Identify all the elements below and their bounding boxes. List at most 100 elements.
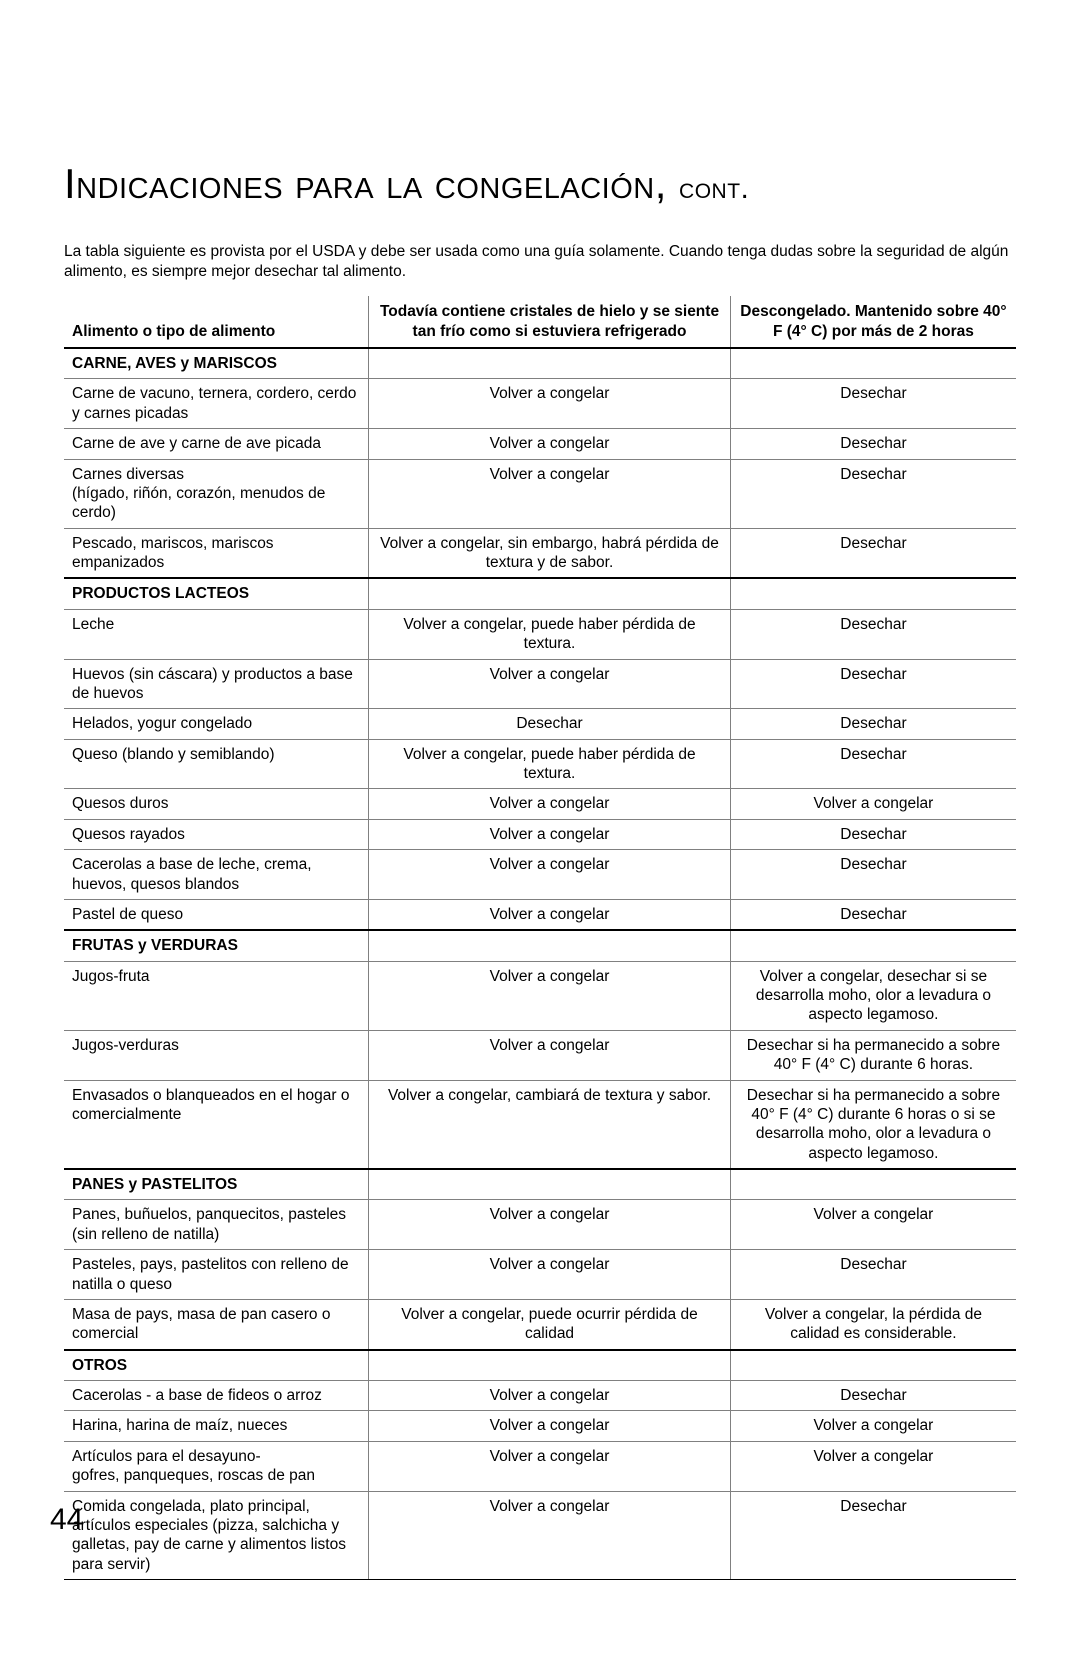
page-title-main: Indicaciones para la congelación, <box>64 160 667 207</box>
cell-ice: Desechar <box>369 709 731 739</box>
cell-thaw: Desechar <box>730 609 1016 659</box>
cell-food: Pescado, mariscos, mariscos empanizados <box>64 528 369 578</box>
table-row: Harina, harina de maíz, nuecesVolver a c… <box>64 1411 1016 1441</box>
cell-ice: Volver a congelar <box>369 1030 731 1080</box>
table-body: CARNE, AVES y MARISCOSCarne de vacuno, t… <box>64 348 1016 1580</box>
cell-thaw: Desechar <box>730 1381 1016 1411</box>
cell-thaw: Desechar <box>730 528 1016 578</box>
cell-food: Artículos para el desayuno-gofres, panqu… <box>64 1441 369 1491</box>
cell-ice: Volver a congelar <box>369 1200 731 1250</box>
section-header: FRUTAS y VERDURAS <box>64 930 1016 961</box>
cell-food: Quesos rayados <box>64 819 369 849</box>
cell-thaw: Volver a congelar <box>730 1411 1016 1441</box>
section-header: OTROS <box>64 1350 1016 1381</box>
page-title: Indicaciones para la congelación, cont. <box>64 160 1016 208</box>
cell-food: Comida congelada, plato principal, artíc… <box>64 1491 369 1580</box>
table-row: Quesos durosVolver a congelarVolver a co… <box>64 789 1016 819</box>
cell-thaw: Desechar <box>730 1491 1016 1580</box>
cell-ice: Volver a congelar <box>369 850 731 900</box>
table-row: Panes, buñuelos, panquecitos, pasteles (… <box>64 1200 1016 1250</box>
section-label: FRUTAS y VERDURAS <box>64 930 369 961</box>
table-row: Jugos-verdurasVolver a congelarDesechar … <box>64 1030 1016 1080</box>
cell-ice: Volver a congelar <box>369 1411 731 1441</box>
cell-thaw: Desechar <box>730 379 1016 429</box>
table-row: Quesos rayadosVolver a congelarDesechar <box>64 819 1016 849</box>
cell-ice: Volver a congelar, sin embargo, habrá pé… <box>369 528 731 578</box>
cell-thaw: Volver a congelar, desechar si se desarr… <box>730 961 1016 1030</box>
cell-ice: Volver a congelar <box>369 659 731 709</box>
intro-paragraph: La tabla siguiente es provista por el US… <box>64 242 1016 282</box>
cell-thaw: Desechar <box>730 659 1016 709</box>
table-row: Pescado, mariscos, mariscos empanizadosV… <box>64 528 1016 578</box>
cell-ice: Volver a congelar <box>369 1441 731 1491</box>
cell-thaw: Desechar <box>730 429 1016 459</box>
cell-ice: Volver a congelar <box>369 459 731 528</box>
cell-ice: Volver a congelar <box>369 961 731 1030</box>
table-row: Pastel de quesoVolver a congelarDesechar <box>64 899 1016 930</box>
cell-ice: Volver a congelar, puede haber pérdida d… <box>369 609 731 659</box>
cell-food: Jugos-fruta <box>64 961 369 1030</box>
cell-ice: Volver a congelar <box>369 1491 731 1580</box>
cell-food: Harina, harina de maíz, nueces <box>64 1411 369 1441</box>
table-row: Pasteles, pays, pastelitos con relleno d… <box>64 1250 1016 1300</box>
cell-ice: Volver a congelar <box>369 1250 731 1300</box>
table-row: Carne de vacuno, ternera, cordero, cerdo… <box>64 379 1016 429</box>
cell-ice: Volver a congelar, cambiará de textura y… <box>369 1080 731 1169</box>
table-row: Helados, yogur congeladoDesecharDesechar <box>64 709 1016 739</box>
table-row: Envasados o blanqueados en el hogar o co… <box>64 1080 1016 1169</box>
cell-food: Pasteles, pays, pastelitos con relleno d… <box>64 1250 369 1300</box>
cell-food: Cacerolas a base de leche, crema, huevos… <box>64 850 369 900</box>
cell-thaw: Volver a congelar <box>730 789 1016 819</box>
section-label: PRODUCTOS LACTEOS <box>64 578 369 609</box>
cell-food: Cacerolas - a base de fideos o arroz <box>64 1381 369 1411</box>
cell-food: Envasados o blanqueados en el hogar o co… <box>64 1080 369 1169</box>
cell-food: Huevos (sin cáscara) y productos a base … <box>64 659 369 709</box>
cell-thaw: Desechar <box>730 1250 1016 1300</box>
cell-ice: Volver a congelar <box>369 379 731 429</box>
cell-food: Carne de vacuno, ternera, cordero, cerdo… <box>64 379 369 429</box>
col-header-thaw: Descongelado. Mantenido sobre 40° F (4° … <box>730 296 1016 348</box>
section-label: PANES y PASTELITOS <box>64 1169 369 1200</box>
page-number: 44 <box>50 1503 83 1537</box>
cell-thaw: Desechar <box>730 709 1016 739</box>
section-label: CARNE, AVES y MARISCOS <box>64 348 369 379</box>
cell-thaw: Desechar <box>730 819 1016 849</box>
table-header-row: Alimento o tipo de alimento Todavía cont… <box>64 296 1016 348</box>
cell-ice: Volver a congelar, puede ocurrir pérdida… <box>369 1299 731 1349</box>
section-header: PANES y PASTELITOS <box>64 1169 1016 1200</box>
cell-food: Queso (blando y semiblando) <box>64 739 369 789</box>
table-row: Carne de ave y carne de ave picadaVolver… <box>64 429 1016 459</box>
table-row: LecheVolver a congelar, puede haber pérd… <box>64 609 1016 659</box>
table-row: Comida congelada, plato principal, artíc… <box>64 1491 1016 1580</box>
section-label: OTROS <box>64 1350 369 1381</box>
cell-food: Panes, buñuelos, panquecitos, pasteles (… <box>64 1200 369 1250</box>
cell-thaw: Volver a congelar <box>730 1200 1016 1250</box>
cell-food: Masa de pays, masa de pan casero o comer… <box>64 1299 369 1349</box>
cell-food: Helados, yogur congelado <box>64 709 369 739</box>
cell-ice: Volver a congelar <box>369 899 731 930</box>
cell-food: Jugos-verduras <box>64 1030 369 1080</box>
cell-food: Quesos duros <box>64 789 369 819</box>
cell-thaw: Volver a congelar <box>730 1441 1016 1491</box>
cell-ice: Volver a congelar, puede haber pérdida d… <box>369 739 731 789</box>
table-row: Jugos-frutaVolver a congelarVolver a con… <box>64 961 1016 1030</box>
cell-thaw: Desechar <box>730 899 1016 930</box>
cell-food: Carne de ave y carne de ave picada <box>64 429 369 459</box>
table-row: Huevos (sin cáscara) y productos a base … <box>64 659 1016 709</box>
table-row: Queso (blando y semiblando)Volver a cong… <box>64 739 1016 789</box>
cell-thaw: Desechar si ha permanecido a sobre 40° F… <box>730 1030 1016 1080</box>
col-header-ice: Todavía contiene cristales de hielo y se… <box>369 296 731 348</box>
cell-food: Carnes diversas(hígado, riñón, corazón, … <box>64 459 369 528</box>
cell-thaw: Desechar <box>730 739 1016 789</box>
freezing-table: Alimento o tipo de alimento Todavía cont… <box>64 296 1016 1580</box>
table-row: Masa de pays, masa de pan casero o comer… <box>64 1299 1016 1349</box>
cell-ice: Volver a congelar <box>369 429 731 459</box>
cell-ice: Volver a congelar <box>369 819 731 849</box>
cell-thaw: Desechar <box>730 459 1016 528</box>
cell-thaw: Volver a congelar, la pérdida de calidad… <box>730 1299 1016 1349</box>
table-row: Cacerolas - a base de fideos o arrozVolv… <box>64 1381 1016 1411</box>
col-header-food: Alimento o tipo de alimento <box>64 296 369 348</box>
table-row: Cacerolas a base de leche, crema, huevos… <box>64 850 1016 900</box>
section-header: PRODUCTOS LACTEOS <box>64 578 1016 609</box>
cell-food: Pastel de queso <box>64 899 369 930</box>
